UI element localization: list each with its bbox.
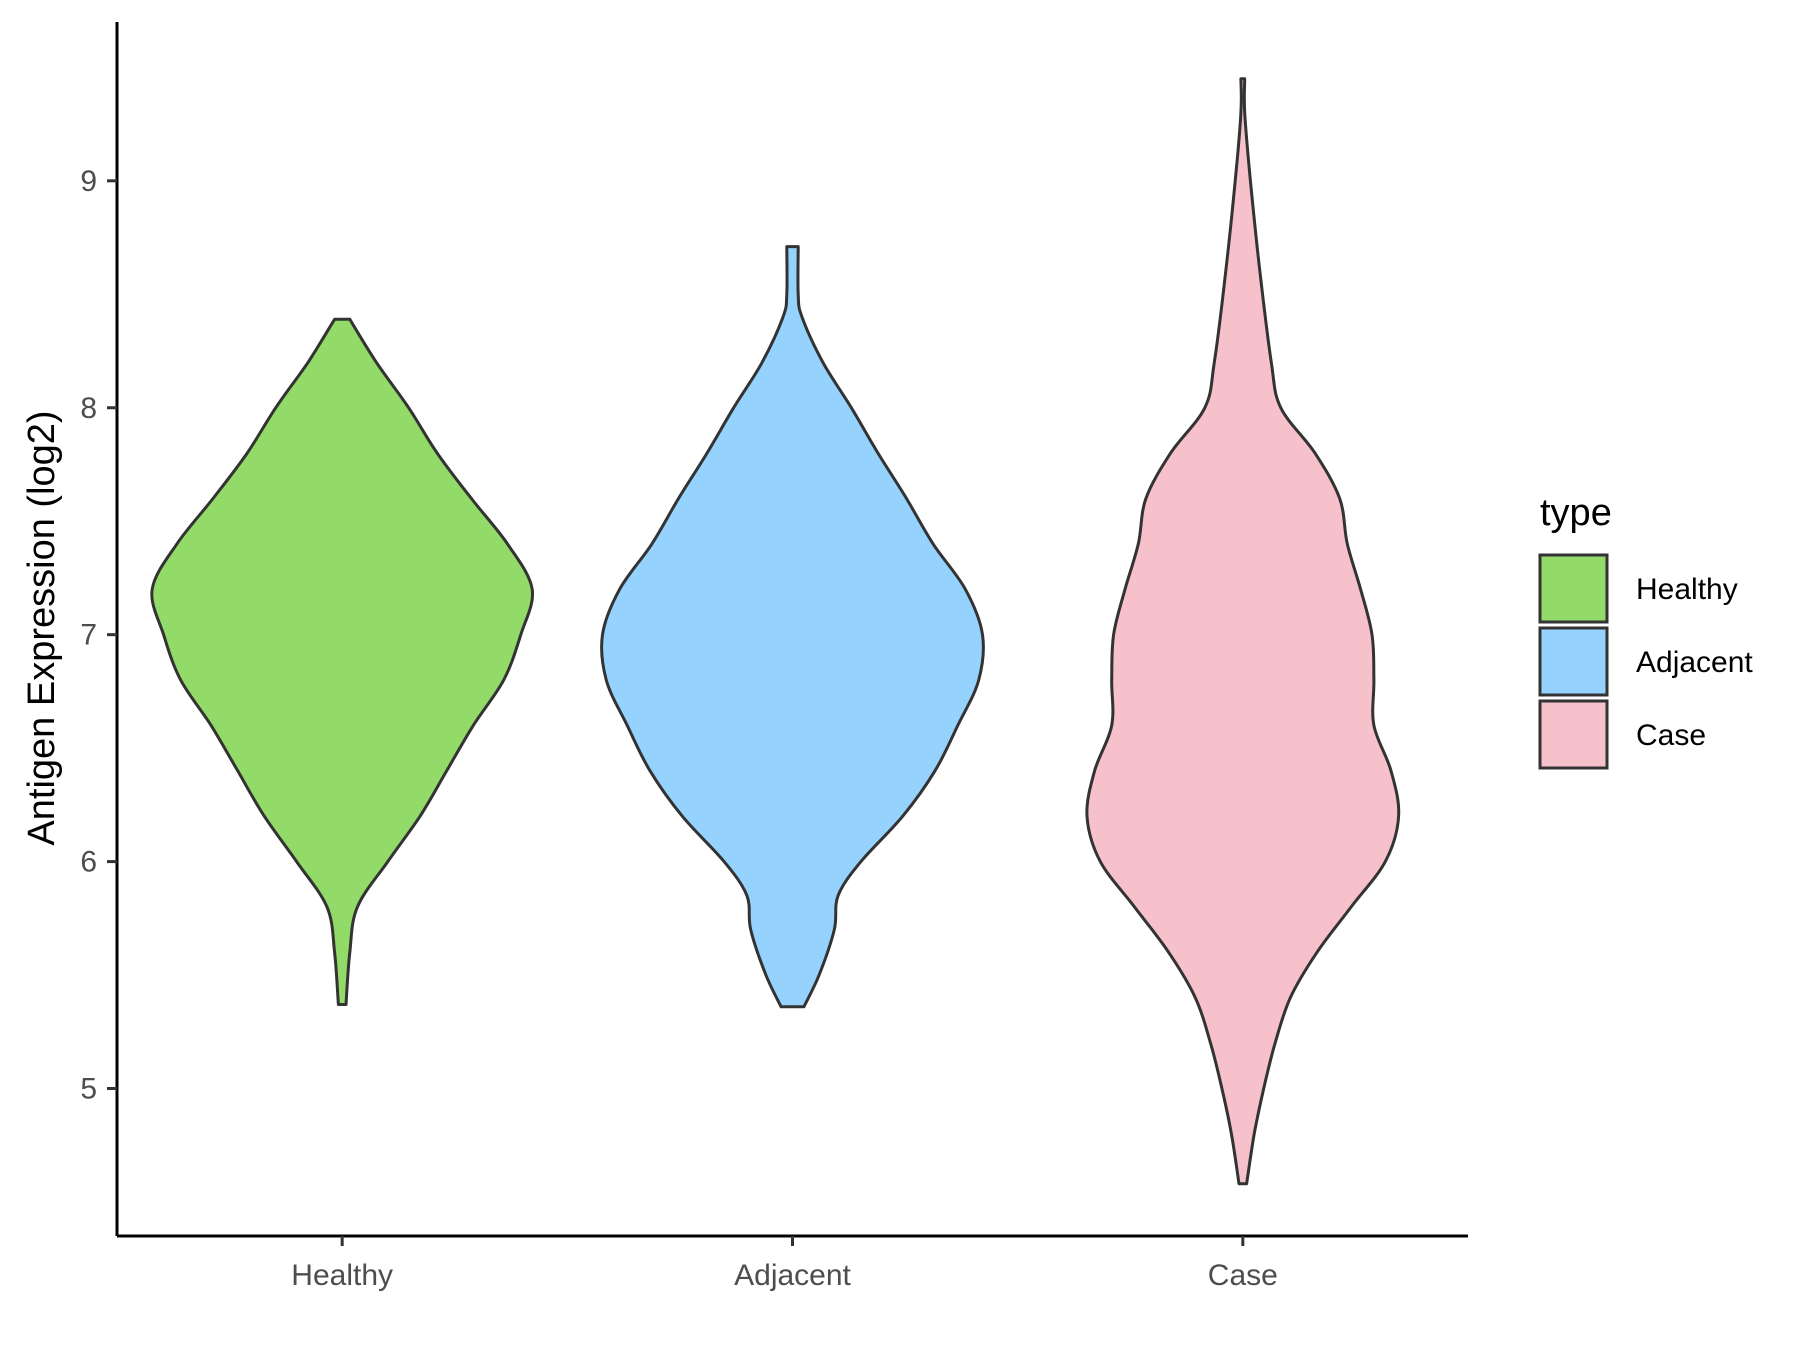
legend-key-case <box>1538 699 1609 770</box>
y-tick-label: 7 <box>80 619 97 652</box>
y-tick-label: 9 <box>80 165 97 198</box>
legend-key-adjacent <box>1538 626 1609 697</box>
violin-case <box>1085 77 1401 1186</box>
legend-items: Healthy Adjacent Case <box>1538 553 1753 770</box>
legend-title: type <box>1540 492 1612 534</box>
legend-label-case: Case <box>1636 719 1706 752</box>
violin-healthy <box>150 317 535 1006</box>
violin-adjacent <box>600 245 985 1009</box>
x-tick-label-adjacent: Adjacent <box>734 1259 851 1292</box>
y-axis-title: Antigen Expression (log2) <box>21 410 63 845</box>
x-tick-label-healthy: Healthy <box>291 1259 393 1292</box>
y-ticks: 5 6 7 8 9 <box>80 165 117 1106</box>
legend-label-healthy: Healthy <box>1636 573 1738 606</box>
legend-key-healthy <box>1538 553 1609 624</box>
y-tick-label: 5 <box>80 1073 97 1106</box>
legend: type Healthy Adjacent Case <box>1538 492 1753 770</box>
y-tick-label: 6 <box>80 846 97 879</box>
y-tick-label: 8 <box>80 392 97 425</box>
legend-label-adjacent: Adjacent <box>1636 646 1753 679</box>
x-ticks: Healthy Adjacent Case <box>291 1236 1278 1292</box>
x-tick-label-case: Case <box>1208 1259 1278 1292</box>
violin-layer <box>150 77 1401 1186</box>
